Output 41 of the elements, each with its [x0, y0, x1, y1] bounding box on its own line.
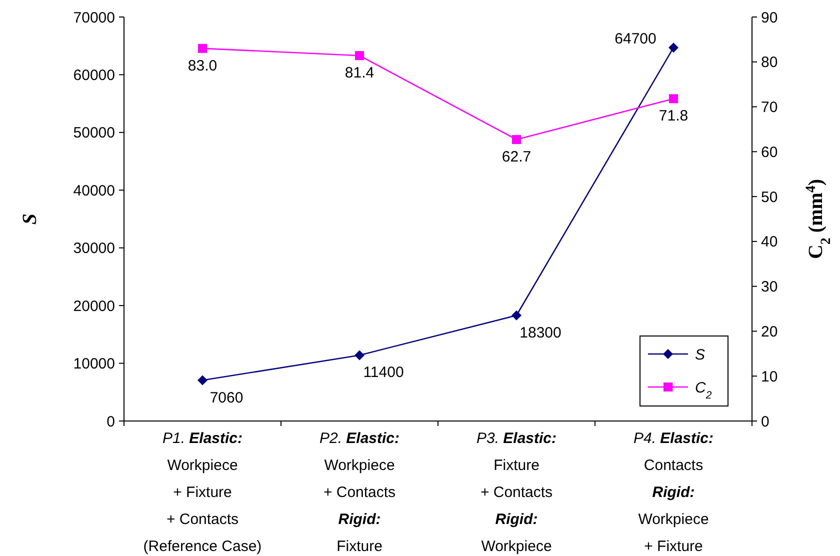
x-tick-label: P1. Elastic: Workpiece + Fixture + Contacts (Reference Case) [143, 430, 262, 555]
y2-tick-label: 70 [761, 99, 778, 116]
data-label: 62.7 [502, 148, 532, 166]
y-tick-label: 50000 [73, 124, 115, 142]
y-tick-label: 10000 [73, 356, 115, 373]
y-tick-label: 70000 [73, 9, 115, 26]
y-tick-label: 20000 [73, 298, 115, 315]
y2-tick-label: 20 [761, 323, 778, 340]
point [198, 44, 207, 53]
point [355, 51, 364, 60]
y-tick-label: 30000 [73, 240, 115, 258]
data-label: 11400 [363, 364, 404, 382]
y-tick-label: 0 [106, 413, 115, 430]
data-label: 71.8 [658, 108, 688, 125]
y2-tick-label: 90 [761, 9, 778, 26]
data-label: 64700 [614, 30, 656, 48]
y2-tick-label: 50 [761, 188, 778, 206]
data-label: 7060 [210, 389, 244, 406]
y2-tick-label: 40 [761, 234, 778, 251]
legend-label: C$_{2}$ [695, 379, 712, 402]
x-tick-label: P4. Elastic: Contacts Rigid: Workpiece + Fixture [633, 430, 714, 555]
data-label: 83.0 [188, 57, 218, 74]
x-tick-label: P3. Elastic: Fixture + Contacts Rigid: Workpiece [476, 430, 557, 555]
y2-tick-label: 0 [761, 413, 770, 430]
legend-label: S [695, 346, 706, 364]
point [512, 310, 522, 320]
data-label: 18300 [520, 324, 562, 342]
y-tick-label: 60000 [73, 66, 115, 84]
y2-tick-label: 60 [761, 144, 778, 161]
point [668, 42, 678, 53]
point [669, 94, 678, 104]
y-axis-title: S [19, 213, 41, 225]
y2-tick-label: 80 [761, 54, 778, 72]
data-label: 81.4 [344, 64, 374, 82]
y2-tick-label: 30 [761, 278, 778, 296]
y2-tick-label: 10 [761, 368, 778, 386]
point [354, 350, 364, 360]
y-tick-label: 40000 [73, 182, 115, 200]
point [198, 375, 208, 386]
point [512, 135, 521, 144]
x-tick-label: P2. Elastic: Workpiece + Contacts Rigid: Fixture [319, 430, 400, 555]
